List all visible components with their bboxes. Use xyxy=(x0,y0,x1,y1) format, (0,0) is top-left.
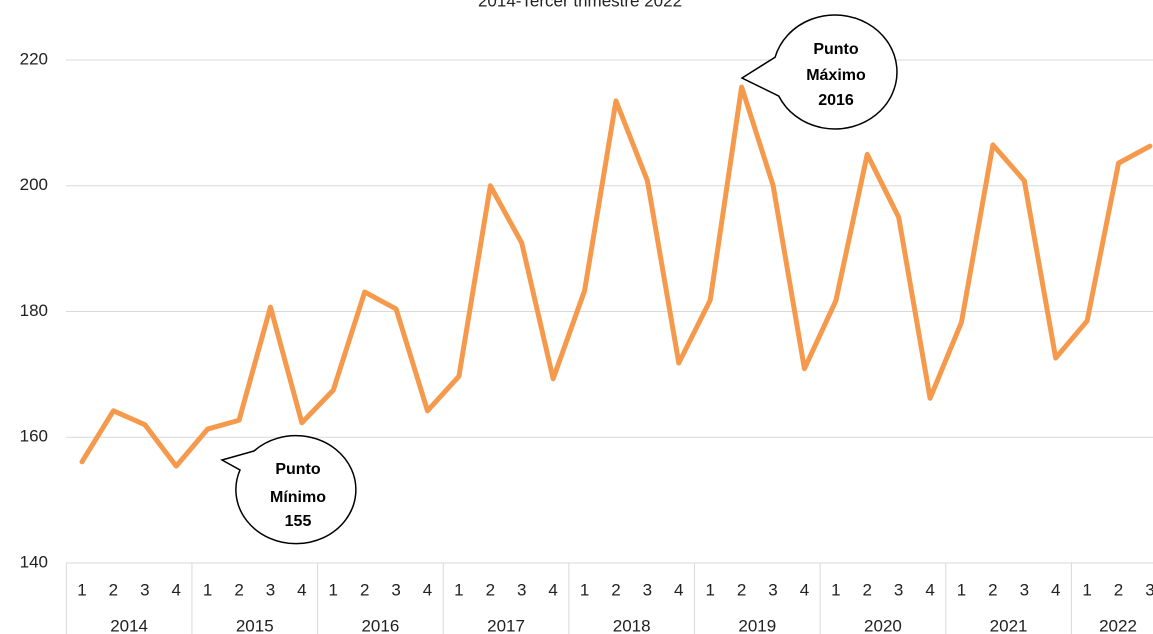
x-tick-label: 4 xyxy=(548,580,557,599)
x-tick-label: 1 xyxy=(329,580,338,599)
callout-bubble xyxy=(740,14,898,130)
x-tick-label: 2 xyxy=(737,580,746,599)
x-tick-label: 4 xyxy=(925,580,934,599)
line-series xyxy=(79,84,1153,469)
annotation: 2016 xyxy=(818,92,854,109)
x-tick-label: 2 xyxy=(486,580,495,599)
x-tick-label: 1 xyxy=(1082,580,1091,599)
callout-bubble xyxy=(220,434,357,545)
x-tick-label: 2 xyxy=(611,580,620,599)
x-tick-label: 3 xyxy=(266,580,275,599)
x-group-label: 2014 xyxy=(110,616,148,634)
y-tick-label: 160 xyxy=(20,427,48,446)
x-tick-label: 4 xyxy=(674,580,683,599)
x-tick-label: 1 xyxy=(77,580,86,599)
x-group-label: 2017 xyxy=(487,616,525,634)
x-group-label: 2016 xyxy=(361,616,399,634)
annotation: Punto xyxy=(813,41,859,58)
x-tick-label: 2 xyxy=(1114,580,1123,599)
x-tick-label: 1 xyxy=(705,580,714,599)
y-tick-label: 220 xyxy=(20,49,48,68)
x-tick-label: 3 xyxy=(391,580,400,599)
y-tick-label: 140 xyxy=(20,552,48,571)
annotation: Máximo xyxy=(806,67,866,84)
x-tick-label: 3 xyxy=(894,580,903,599)
x-tick-label: 2 xyxy=(109,580,118,599)
chart-title: 2014-Tercer trimestre 2022 xyxy=(478,0,682,10)
x-tick-label: 3 xyxy=(1145,580,1153,599)
annotation: Mínimo xyxy=(270,489,326,506)
x-group-label: 2020 xyxy=(864,616,902,634)
x-tick-label: 3 xyxy=(1020,580,1029,599)
y-tick-label: 180 xyxy=(20,301,48,320)
annotation: Punto xyxy=(275,461,321,478)
x-tick-label: 4 xyxy=(171,580,180,599)
x-tick-label: 1 xyxy=(454,580,463,599)
x-group-label: 2022 xyxy=(1099,616,1137,634)
x-tick-label: 1 xyxy=(203,580,212,599)
x-group-label: 2015 xyxy=(236,616,274,634)
y-tick-label: 200 xyxy=(20,175,48,194)
annotation: 155 xyxy=(285,513,312,530)
x-tick-label: 2 xyxy=(988,580,997,599)
x-tick-label: 1 xyxy=(831,580,840,599)
x-tick-label: 2 xyxy=(360,580,369,599)
x-group-label: 2019 xyxy=(738,616,776,634)
x-tick-label: 4 xyxy=(800,580,809,599)
x-tick-label: 4 xyxy=(423,580,432,599)
x-tick-label: 4 xyxy=(1051,580,1060,599)
x-tick-label: 3 xyxy=(768,580,777,599)
x-tick-label: 3 xyxy=(643,580,652,599)
plot: 140 160 180 200 220 1 2 3 4 1 2 3 4 1 2 3 4 1 2 3 4 1 2 3 4 1 2 3 4 1… xyxy=(20,49,1153,634)
x-tick-label: 2 xyxy=(234,580,243,599)
x-tick-label: 3 xyxy=(140,580,149,599)
x-tick-label: 1 xyxy=(580,580,589,599)
x-tick-label: 2 xyxy=(863,580,872,599)
x-tick-label: 1 xyxy=(957,580,966,599)
x-group-label: 2021 xyxy=(990,616,1028,634)
x-tick-label: 3 xyxy=(517,580,526,599)
x-tick-label: 4 xyxy=(297,580,306,599)
x-group-label: 2018 xyxy=(613,616,651,634)
